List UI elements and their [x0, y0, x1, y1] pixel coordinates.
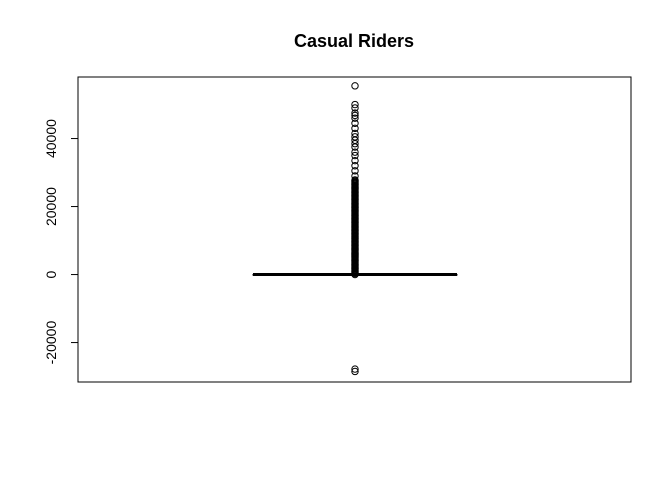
outlier-point: [351, 104, 359, 112]
outlier-point: [351, 367, 359, 376]
outlier-point: [351, 114, 359, 122]
y-tick-label: 20000: [43, 187, 59, 226]
outlier-point: [351, 111, 359, 120]
boxplot-marks: [252, 82, 458, 376]
outlier-point: [351, 109, 359, 117]
outlier-point: [351, 156, 359, 165]
y-tick-label: 40000: [43, 119, 59, 158]
outlier-point: [351, 124, 359, 133]
outlier-point: [351, 119, 359, 127]
outlier-point: [351, 151, 359, 160]
outlier-point: [351, 148, 359, 156]
outlier-point: [351, 172, 359, 180]
y-tick-label: 0: [43, 270, 59, 278]
outlier-point: [351, 162, 359, 170]
outlier-point: [351, 365, 359, 373]
outlier-point: [351, 133, 359, 141]
outlier-point: [351, 100, 359, 109]
y-tick-label: -20000: [43, 321, 59, 365]
outlier-point: [351, 129, 359, 138]
chart-title: Casual Riders: [294, 31, 414, 51]
outlier-point: [351, 82, 359, 90]
outlier-point: [351, 167, 359, 175]
y-axis: -20000 0 20000 40000: [43, 119, 79, 365]
outlier-point: [351, 176, 359, 184]
